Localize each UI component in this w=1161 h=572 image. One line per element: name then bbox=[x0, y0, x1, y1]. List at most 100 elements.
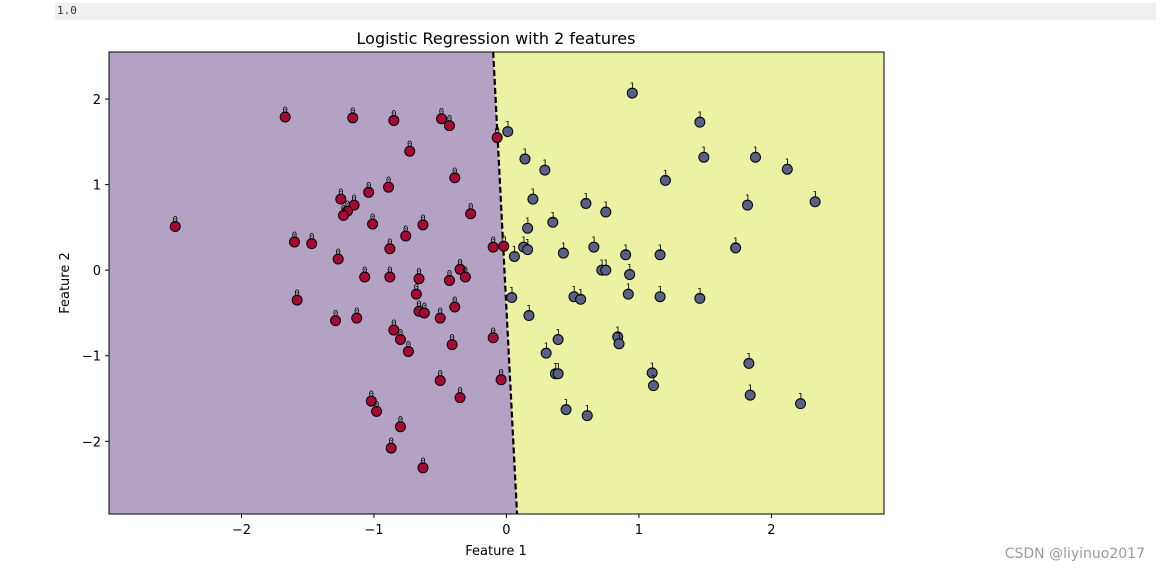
point-label-class-0: 0 bbox=[457, 387, 462, 397]
point-label-class-0: 0 bbox=[173, 216, 178, 226]
point-class-0 bbox=[404, 145, 416, 157]
point-class-1 bbox=[694, 292, 706, 304]
point-label-class-0: 0 bbox=[437, 370, 442, 380]
point-class-0 bbox=[459, 271, 471, 283]
point-class-0 bbox=[449, 301, 461, 313]
point-label-class-1: 1 bbox=[583, 192, 588, 202]
point-class-0 bbox=[306, 238, 318, 250]
point-label-class-0: 0 bbox=[420, 457, 425, 467]
point-class-0 bbox=[385, 442, 397, 454]
point-class-1 bbox=[694, 116, 706, 128]
chart-title: Logistic Regression with 2 features bbox=[357, 29, 636, 48]
point-class-0 bbox=[394, 333, 406, 345]
point-label-class-1: 1 bbox=[603, 201, 608, 211]
point-class-1 bbox=[654, 291, 666, 303]
point-class-0 bbox=[487, 241, 499, 253]
point-label-class-0: 0 bbox=[437, 307, 442, 317]
point-label-class-0: 0 bbox=[407, 140, 412, 150]
y-tick-label: 0 bbox=[93, 264, 101, 279]
point-class-1 bbox=[600, 206, 612, 218]
point-label-class-0: 0 bbox=[362, 266, 367, 276]
point-class-0 bbox=[434, 312, 446, 324]
point-class-0 bbox=[371, 405, 383, 417]
y-tick-label: 2 bbox=[93, 93, 101, 108]
point-label-class-0: 0 bbox=[388, 437, 393, 447]
point-label-class-0: 0 bbox=[449, 334, 454, 344]
point-class-1 bbox=[698, 151, 710, 163]
watermark: CSDN @liyinuo2017 bbox=[1004, 546, 1145, 562]
point-label-class-0: 0 bbox=[335, 248, 340, 258]
point-label-class-1: 1 bbox=[701, 146, 706, 156]
point-class-1 bbox=[522, 222, 534, 234]
point-label-class-1: 1 bbox=[542, 159, 547, 169]
point-class-0 bbox=[413, 273, 425, 285]
point-class-1 bbox=[508, 250, 520, 262]
point-label-class-0: 0 bbox=[406, 340, 411, 350]
point-label-class-0: 0 bbox=[309, 233, 314, 243]
region-class-1 bbox=[493, 52, 884, 514]
point-class-1 bbox=[539, 164, 551, 176]
point-class-0 bbox=[388, 324, 400, 336]
point-class-0 bbox=[288, 236, 300, 248]
y-tick-label: −2 bbox=[82, 435, 101, 450]
point-class-1 bbox=[781, 163, 793, 175]
x-tick-label: 2 bbox=[767, 523, 775, 538]
point-class-1 bbox=[613, 338, 625, 350]
point-label-class-0: 0 bbox=[468, 203, 473, 213]
point-class-1 bbox=[560, 404, 572, 416]
point-class-0 bbox=[491, 132, 503, 144]
point-class-1 bbox=[527, 193, 539, 205]
point-label-class-1: 1 bbox=[509, 287, 514, 297]
point-class-0 bbox=[337, 209, 349, 221]
point-label-class-1: 1 bbox=[753, 146, 758, 156]
point-label-class-1: 1 bbox=[651, 375, 656, 385]
point-class-0 bbox=[449, 172, 461, 184]
point-label-class-0: 0 bbox=[422, 302, 427, 312]
point-class-0 bbox=[454, 263, 466, 275]
point-class-0 bbox=[417, 219, 429, 231]
point-class-0 bbox=[332, 253, 344, 265]
point-label-class-0: 0 bbox=[490, 236, 495, 246]
point-label-class-1: 1 bbox=[626, 283, 631, 293]
point-label-class-1: 1 bbox=[697, 111, 702, 121]
point-class-1 bbox=[743, 357, 755, 369]
point-label-class-1: 1 bbox=[746, 352, 751, 362]
point-label-class-0: 0 bbox=[457, 258, 462, 268]
plot-frame bbox=[108, 51, 885, 515]
point-label-class-1: 1 bbox=[561, 242, 566, 252]
point-class-0 bbox=[347, 112, 359, 124]
point-label-class-0: 0 bbox=[447, 269, 452, 279]
point-label-class-1: 1 bbox=[521, 236, 526, 246]
point-class-1 bbox=[519, 153, 531, 165]
point-label-class-0: 0 bbox=[420, 214, 425, 224]
point-label-class-1: 1 bbox=[522, 148, 527, 158]
point-label-class-0: 0 bbox=[403, 225, 408, 235]
x-tick-label: 0 bbox=[502, 523, 510, 538]
point-class-0 bbox=[443, 120, 455, 132]
point-class-1 bbox=[647, 380, 659, 392]
point-class-0 bbox=[410, 288, 422, 300]
point-label-class-0: 0 bbox=[398, 416, 403, 426]
x-axis-label: Feature 1 bbox=[465, 544, 527, 559]
point-class-1 bbox=[552, 368, 564, 380]
point-class-0 bbox=[363, 186, 375, 198]
point-class-1 bbox=[506, 292, 518, 304]
point-label-class-1: 1 bbox=[591, 236, 596, 246]
point-class-0 bbox=[351, 312, 363, 324]
y-tick-label: 1 bbox=[93, 179, 101, 194]
cell-output-bar: 1.0 bbox=[55, 3, 1156, 20]
point-class-0 bbox=[495, 374, 507, 386]
point-label-class-0: 0 bbox=[414, 283, 419, 293]
point-class-1 bbox=[588, 241, 600, 253]
point-label-class-1: 1 bbox=[657, 286, 662, 296]
point-class-0 bbox=[169, 221, 181, 233]
point-label-class-1: 1 bbox=[555, 363, 560, 373]
point-class-1 bbox=[581, 410, 593, 422]
point-label-class-0: 0 bbox=[387, 238, 392, 248]
point-class-0 bbox=[384, 271, 396, 283]
y-axis-label: Feature 2 bbox=[58, 252, 73, 314]
x-tick-label: −2 bbox=[232, 523, 251, 538]
point-class-1 bbox=[654, 249, 666, 261]
point-label-class-0: 0 bbox=[387, 266, 392, 276]
